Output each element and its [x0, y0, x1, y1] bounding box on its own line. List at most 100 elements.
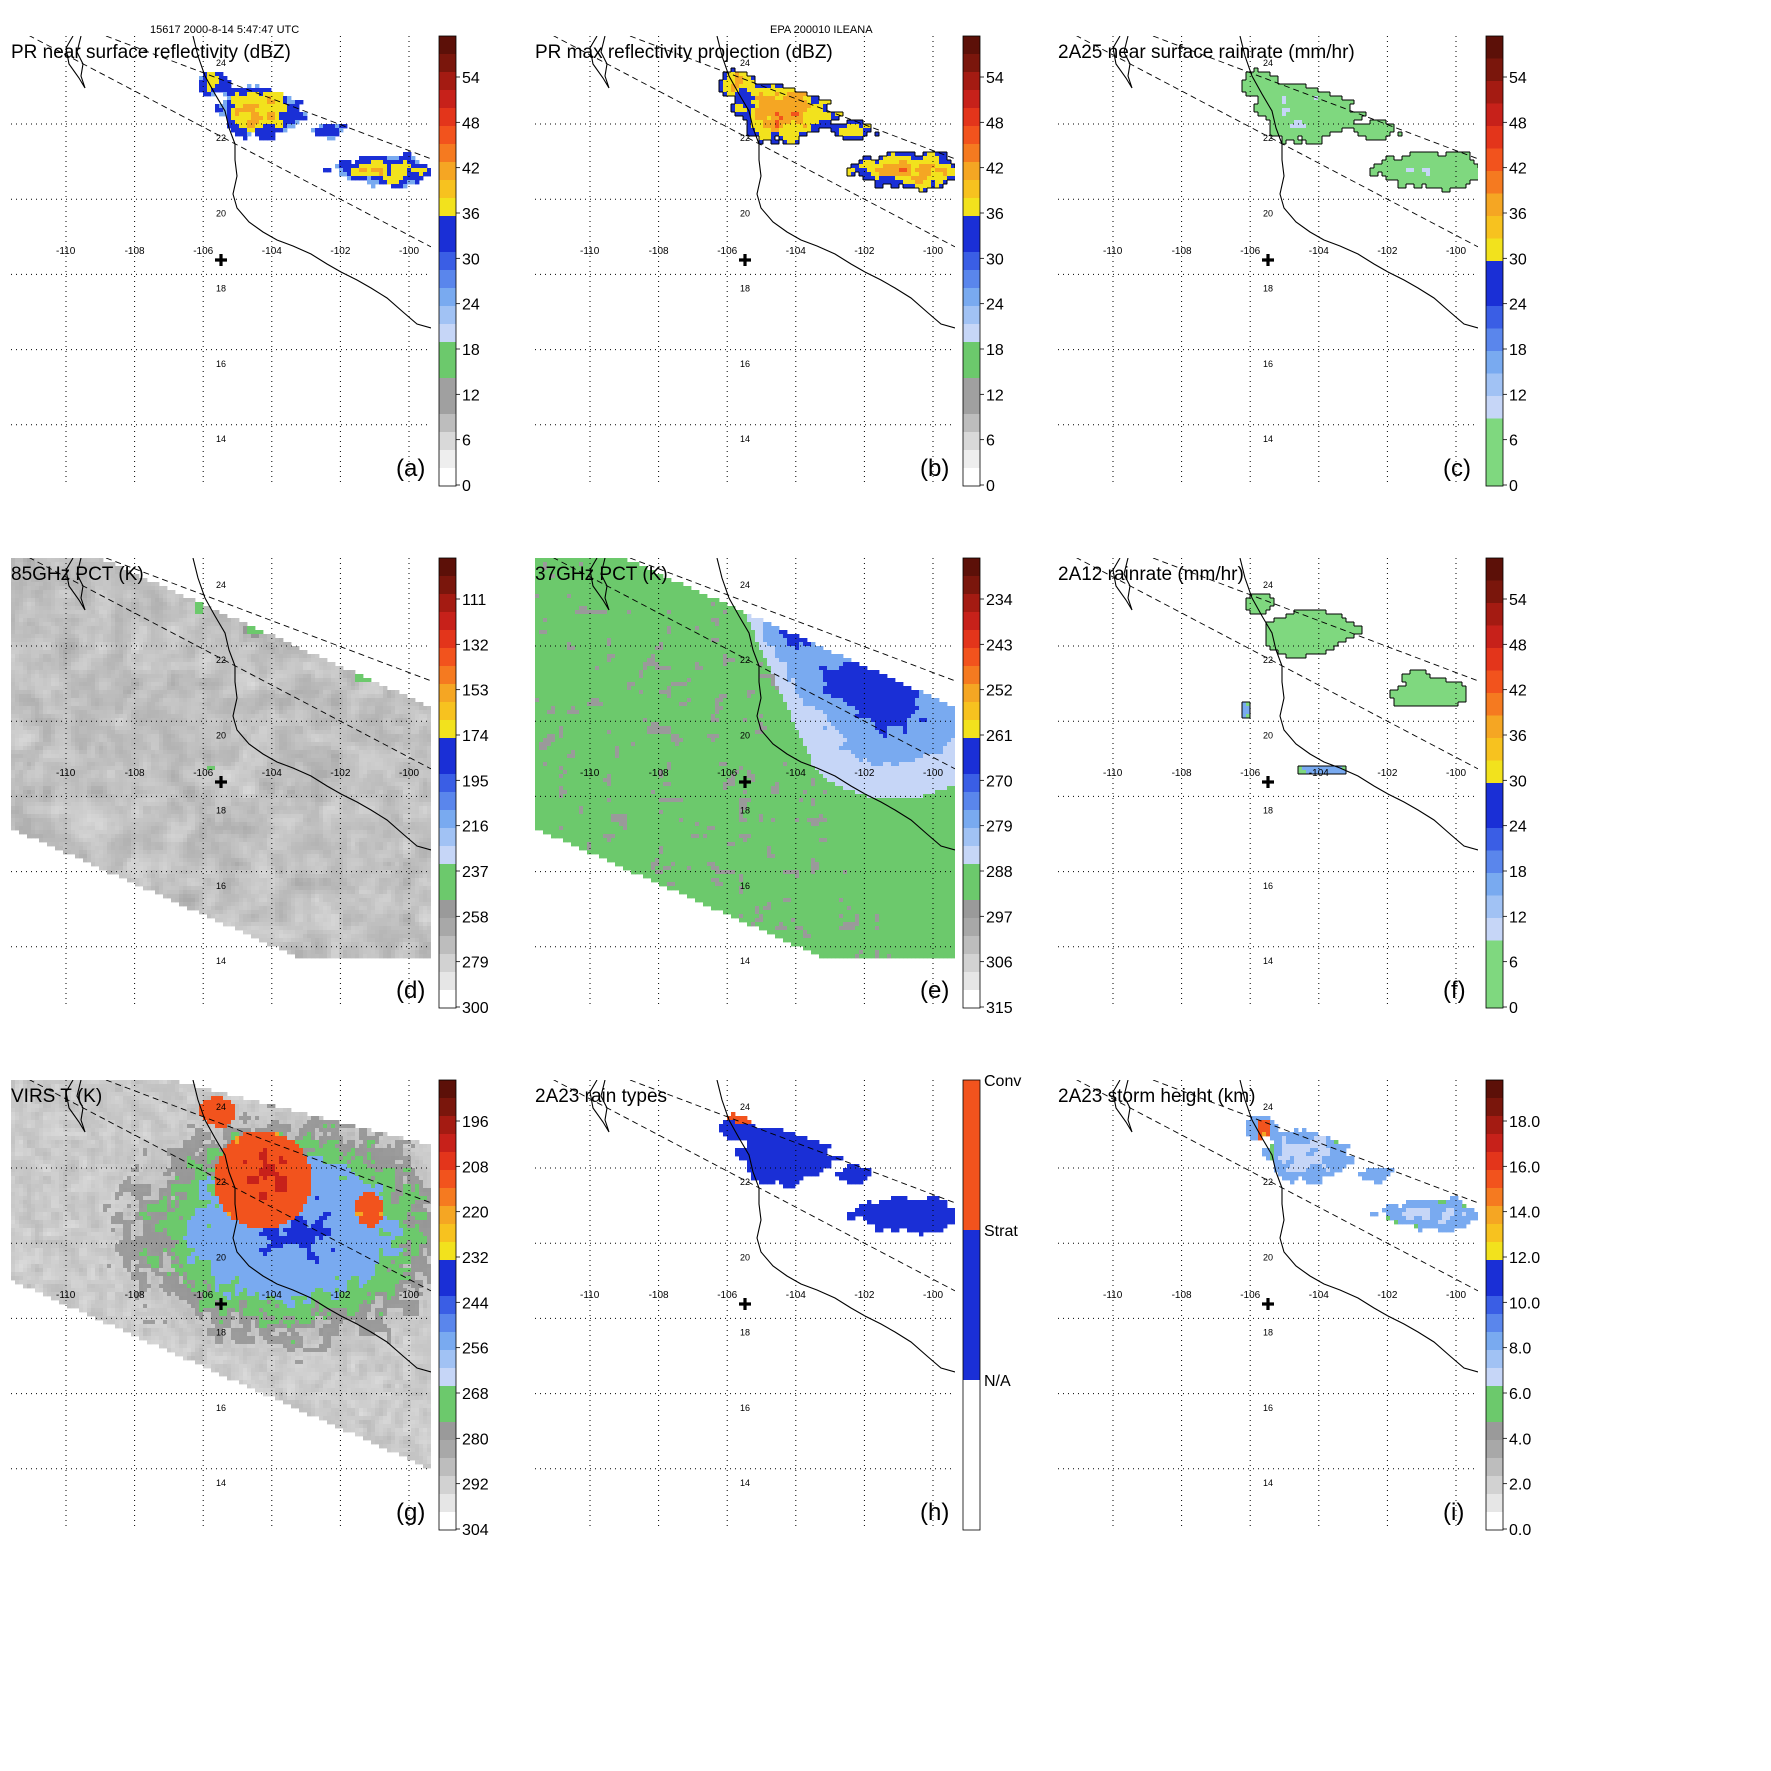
field-pixel: [67, 558, 72, 563]
field-pixel: [355, 694, 360, 699]
field-pixel: [143, 670, 148, 675]
field-pixel: [1346, 108, 1351, 113]
field-pixel: [111, 698, 116, 703]
field-pixel: [203, 682, 208, 687]
field-pixel: [163, 610, 168, 615]
field-pixel: [799, 128, 804, 133]
field-pixel: [375, 694, 380, 699]
field-pixel: [867, 168, 872, 173]
field-pixel: [39, 614, 44, 619]
field-pixel: [787, 140, 792, 145]
field-pixel: [131, 670, 136, 675]
field-pixel: [263, 718, 268, 723]
field-pixel: [307, 654, 312, 659]
field-pixel: [219, 76, 224, 81]
field-pixel: [303, 694, 308, 699]
field-pixel: [411, 718, 416, 723]
field-pixel: [403, 180, 408, 185]
field-pixel: [347, 710, 352, 715]
field-pixel: [355, 718, 360, 723]
field-pixel: [55, 630, 60, 635]
field-pixel: [227, 674, 232, 679]
field-pixel: [247, 678, 252, 683]
field-pixel: [1330, 128, 1335, 133]
field-pixel: [143, 678, 148, 683]
field-pixel: [75, 702, 80, 707]
field-pixel: [123, 706, 128, 711]
field-pixel: [91, 558, 96, 563]
field-pixel: [131, 710, 136, 715]
field-pixel: [1406, 164, 1411, 169]
field-pixel: [39, 682, 44, 687]
field-pixel: [803, 132, 808, 137]
colorbar-segment: [963, 180, 980, 199]
field-pixel: [231, 710, 236, 715]
field-pixel: [335, 682, 340, 687]
field-pixel: [759, 100, 764, 105]
field-pixel: [75, 710, 80, 715]
field-pixel: [1462, 164, 1467, 169]
field-pixel: [111, 570, 116, 575]
field-pixel: [255, 694, 260, 699]
field-pixel: [179, 606, 184, 611]
field-pixel: [271, 714, 276, 719]
field-pixel: [1450, 164, 1455, 169]
field-pixel: [319, 666, 324, 671]
field-pixel: [391, 702, 396, 707]
field-pixel: [127, 586, 132, 591]
field-pixel: [771, 116, 776, 121]
field-pixel: [35, 682, 40, 687]
field-pixel: [115, 662, 120, 667]
field-pixel: [23, 590, 28, 595]
field-pixel: [167, 698, 172, 703]
field-pixel: [47, 686, 52, 691]
field-pixel: [371, 690, 376, 695]
field-pixel: [187, 614, 192, 619]
field-pixel: [271, 690, 276, 695]
field-pixel: [1402, 160, 1407, 165]
field-pixel: [67, 606, 72, 611]
field-pixel: [1298, 104, 1303, 109]
field-pixel: [147, 666, 152, 671]
field-pixel: [759, 140, 764, 145]
field-pixel: [255, 674, 260, 679]
field-pixel: [815, 112, 820, 117]
field-pixel: [319, 682, 324, 687]
field-pixel: [127, 570, 132, 575]
field-pixel: [71, 706, 76, 711]
field-pixel: [255, 702, 260, 707]
field-pixel: [219, 630, 224, 635]
field-pixel: [71, 662, 76, 667]
field-pixel: [19, 686, 24, 691]
field-pixel: [23, 594, 28, 599]
field-pixel: [731, 88, 736, 93]
field-pixel: [35, 642, 40, 647]
field-pixel: [375, 702, 380, 707]
field-pixel: [215, 662, 220, 667]
field-pixel: [207, 714, 212, 719]
field-pixel: [1362, 112, 1367, 117]
field-pixel: [811, 128, 816, 133]
field-pixel: [187, 654, 192, 659]
field-pixel: [187, 710, 192, 715]
field-pixel: [115, 610, 120, 615]
field-pixel: [35, 634, 40, 639]
field-pixel: [123, 662, 128, 667]
field-pixel: [1382, 128, 1387, 133]
field-pixel: [939, 176, 944, 181]
field-pixel: [243, 638, 248, 643]
field-pixel: [299, 714, 304, 719]
field-pixel: [863, 172, 868, 177]
field-pixel: [39, 702, 44, 707]
field-pixel: [211, 682, 216, 687]
field-pixel: [115, 594, 120, 599]
field-pixel: [307, 698, 312, 703]
field-pixel: [39, 718, 44, 723]
field-pixel: [175, 602, 180, 607]
field-pixel: [1258, 112, 1263, 117]
field-pixel: [55, 618, 60, 623]
field-pixel: [51, 666, 56, 671]
field-pixel: [51, 714, 56, 719]
field-pixel: [295, 694, 300, 699]
